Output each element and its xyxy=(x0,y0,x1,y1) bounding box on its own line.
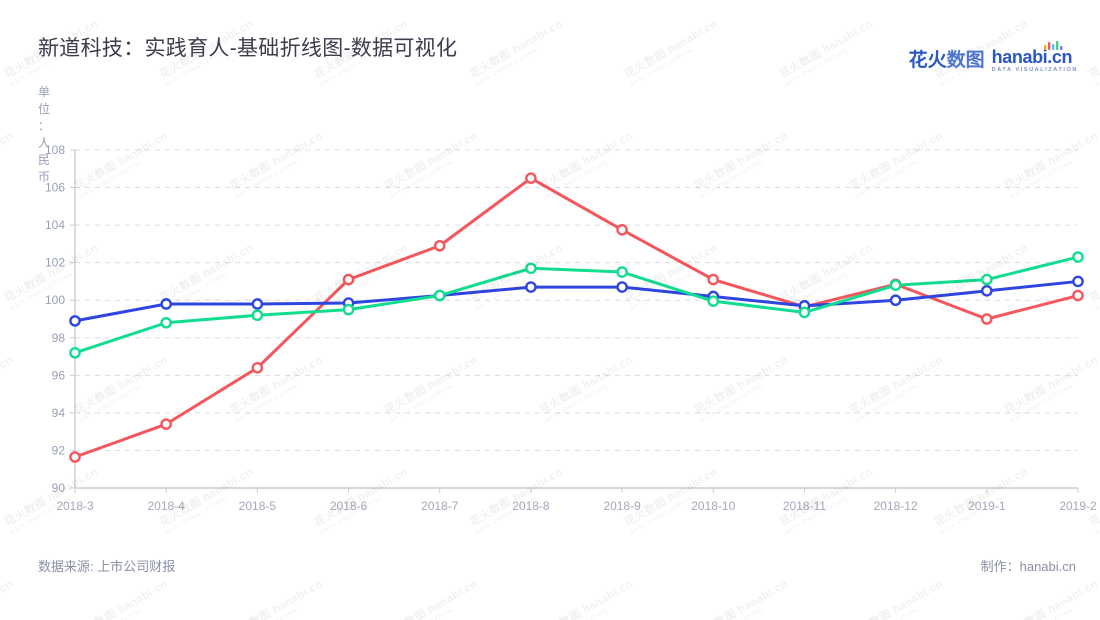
y-tick-label: 104 xyxy=(45,218,65,232)
x-tick-label: 2018-12 xyxy=(874,499,918,513)
data-point-series-red[interactable] xyxy=(981,313,993,325)
data-point-series-red[interactable] xyxy=(616,224,628,236)
y-tick-label: 92 xyxy=(52,443,66,457)
y-axis-unit-char: 单 xyxy=(37,85,50,99)
x-tick-label: 2018-8 xyxy=(512,499,550,513)
y-axis-unit-label: 单位 ： 人民币 xyxy=(36,84,52,186)
y-tick-label: 102 xyxy=(45,256,65,270)
y-tick-label: 100 xyxy=(45,293,65,307)
y-axis-unit-char: 民 xyxy=(37,153,50,167)
x-tick-label: 2018-7 xyxy=(421,499,459,513)
y-tick-label: 108 xyxy=(45,143,65,157)
x-tick-label: 2018-9 xyxy=(603,499,641,513)
logo-tagline: DATA VISUALIZATION xyxy=(991,67,1078,73)
x-tick-label: 2018-10 xyxy=(691,499,735,513)
data-source-text: 数据来源: 上市公司财报 xyxy=(38,559,176,574)
x-tick-label: 2018-6 xyxy=(330,499,368,513)
hanabi-logo: 花火数图 hanabi.cn DATA VISUALIZATION xyxy=(909,41,1078,74)
line-series-red xyxy=(73,176,1080,459)
data-point-series-red[interactable] xyxy=(1072,289,1084,302)
data-point-series-red[interactable] xyxy=(160,418,172,430)
data-point-series-red[interactable] xyxy=(433,239,446,252)
data-point-series-green[interactable] xyxy=(342,303,355,316)
y-axis-unit-char: 位 xyxy=(37,102,50,116)
maker-credit-text: 制作：hanabi.cn xyxy=(980,559,1076,574)
data-point-series-blue[interactable] xyxy=(251,298,264,310)
line-series-blue xyxy=(73,279,1080,323)
data-point-series-green[interactable] xyxy=(433,289,446,302)
x-tick-label: 2019-2 xyxy=(1059,499,1097,513)
y-tick-label: 94 xyxy=(52,406,66,420)
data-point-series-blue[interactable] xyxy=(525,281,537,293)
data-point-series-green[interactable] xyxy=(525,262,537,275)
data-point-series-green[interactable] xyxy=(981,273,993,286)
y-axis-unit-char: 币 xyxy=(37,170,50,184)
x-tick-label: 2019-1 xyxy=(968,499,1006,513)
x-tick-label: 2018-3 xyxy=(56,499,94,513)
data-point-series-red[interactable] xyxy=(525,172,537,184)
data-point-series-blue[interactable] xyxy=(1072,275,1084,288)
x-tick-label: 2018-4 xyxy=(147,499,185,513)
data-point-series-green[interactable] xyxy=(707,295,720,307)
y-axis-unit-char: 人 xyxy=(37,136,50,150)
data-point-series-green[interactable] xyxy=(1072,251,1084,263)
sparkle-icon xyxy=(1044,41,1063,50)
line-series-green xyxy=(73,255,1080,355)
y-tick-label: 90 xyxy=(52,481,66,495)
data-point-series-red[interactable] xyxy=(251,362,264,374)
data-point-series-blue[interactable] xyxy=(889,294,902,307)
data-point-series-green[interactable] xyxy=(251,309,264,322)
x-tick-label: 2018-5 xyxy=(239,499,277,513)
y-axis-unit-char: ： xyxy=(37,119,50,133)
y-tick-label: 96 xyxy=(52,368,66,382)
data-point-series-red[interactable] xyxy=(342,273,355,286)
data-point-series-blue[interactable] xyxy=(981,285,993,297)
page-title: 新道科技：实践育人-基础折线图-数据可视化 xyxy=(38,37,458,60)
data-point-series-red[interactable] xyxy=(69,451,81,463)
x-tick-label: 2018-11 xyxy=(783,499,826,513)
logo-brand-cn-light: 数图 xyxy=(946,49,985,72)
logo-brand-en: hanabi.cn xyxy=(991,47,1073,67)
data-point-series-green[interactable] xyxy=(616,266,628,278)
y-tick-label: 98 xyxy=(52,331,66,345)
data-point-series-blue[interactable] xyxy=(616,281,628,293)
data-point-series-blue[interactable] xyxy=(160,298,172,310)
data-point-series-red[interactable] xyxy=(707,273,720,286)
data-point-series-green[interactable] xyxy=(798,306,811,319)
y-tick-label: 106 xyxy=(45,181,65,195)
logo-brand-cn: 花火数图 xyxy=(909,51,985,70)
data-point-series-green[interactable] xyxy=(160,316,172,329)
logo-brand-cn-bold: 花火 xyxy=(908,49,947,72)
data-point-series-green[interactable] xyxy=(889,279,902,292)
data-point-series-green[interactable] xyxy=(69,346,81,359)
data-point-series-blue[interactable] xyxy=(69,315,81,327)
logo-en-block: hanabi.cn DATA VISUALIZATION xyxy=(991,41,1078,74)
